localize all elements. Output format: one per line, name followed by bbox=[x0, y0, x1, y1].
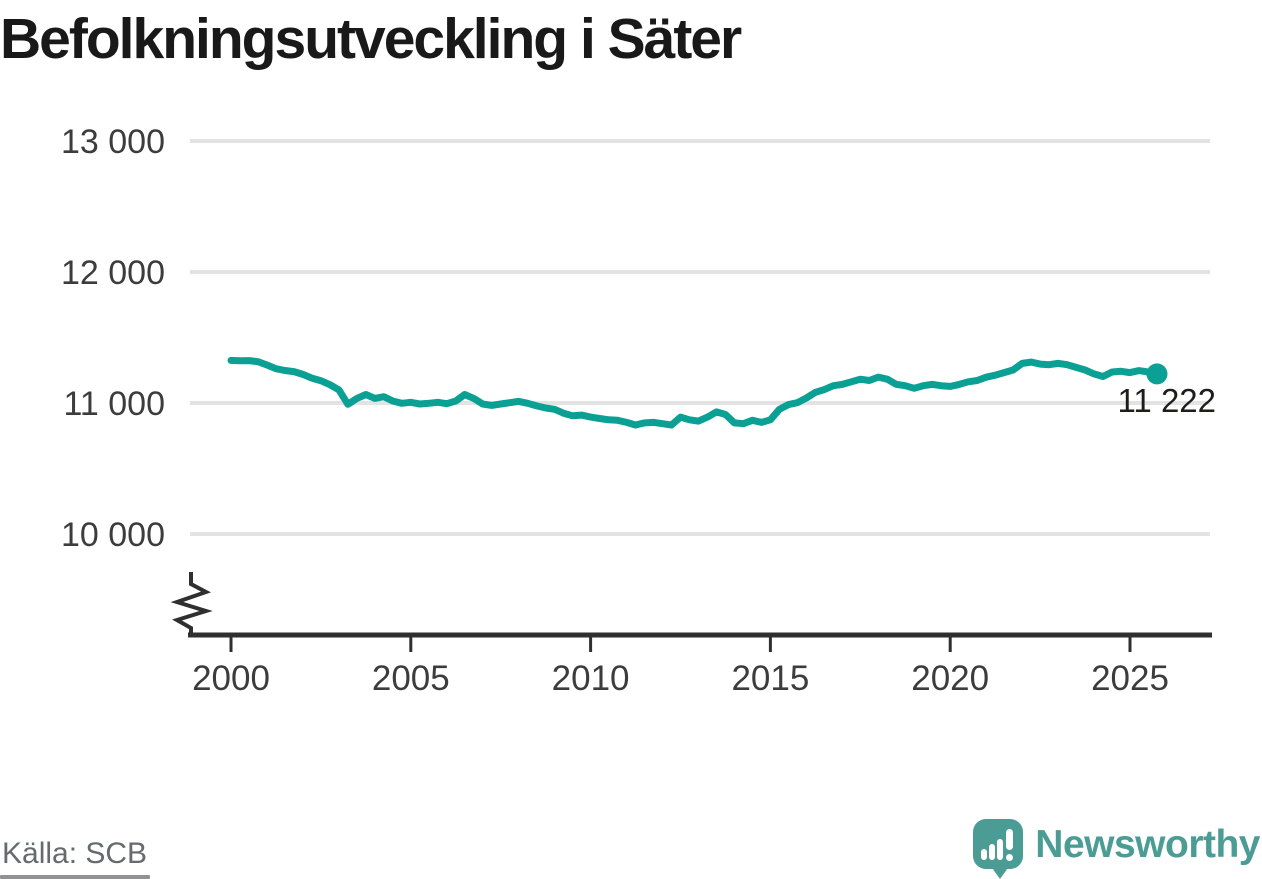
last-point-value-label: 11 222 bbox=[1118, 382, 1216, 419]
x-axis-labels: 2000 2005 2010 2015 2020 2025 bbox=[192, 659, 1169, 698]
cropped-footer-text bbox=[0, 875, 150, 879]
x-tick-label: 2010 bbox=[552, 659, 630, 698]
x-tick-label: 2025 bbox=[1091, 659, 1169, 698]
axis-break-zigzag bbox=[170, 572, 213, 637]
last-point-annotation: 11 222 bbox=[1118, 363, 1216, 419]
y-tick-label: 13 000 bbox=[61, 123, 165, 161]
newsworthy-logo: Newsworthy bbox=[973, 819, 1260, 879]
population-series-line bbox=[227, 356, 1161, 429]
x-tick-label: 2020 bbox=[911, 659, 989, 698]
last-point-dot bbox=[1146, 363, 1168, 385]
population-series-path bbox=[227, 356, 1161, 429]
newsworthy-wordmark: Newsworthy bbox=[1035, 823, 1260, 866]
page-title: Befolkningsutveckling i Säter bbox=[0, 7, 742, 71]
y-tick-label: 10 000 bbox=[61, 516, 165, 554]
y-tick-label: 11 000 bbox=[64, 385, 165, 423]
y-axis-labels: 10 000 11 000 12 000 13 000 bbox=[61, 123, 165, 554]
gridlines bbox=[190, 139, 1210, 536]
x-axis bbox=[170, 572, 1212, 652]
population-line-chart: 10 000 11 000 12 000 13 000 2000 2005 2010 201… bbox=[61, 123, 1216, 698]
source-label: Källa: SCB bbox=[2, 837, 148, 870]
y-tick-label: 12 000 bbox=[61, 254, 165, 292]
newsworthy-bubble-chart-icon bbox=[973, 819, 1024, 879]
x-tick-label: 2015 bbox=[731, 659, 809, 698]
x-tick-label: 2005 bbox=[372, 659, 450, 698]
x-tick-label: 2000 bbox=[192, 659, 270, 698]
